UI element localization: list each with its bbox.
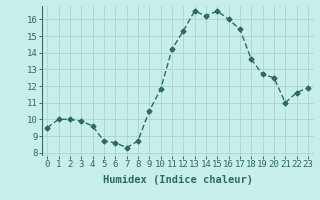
X-axis label: Humidex (Indice chaleur): Humidex (Indice chaleur) xyxy=(103,175,252,185)
